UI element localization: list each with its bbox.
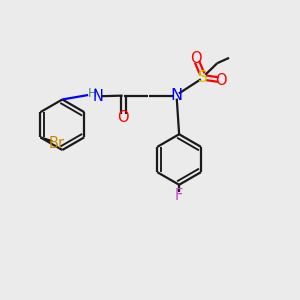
Text: F: F xyxy=(175,188,183,203)
Text: N: N xyxy=(171,88,183,103)
Text: O: O xyxy=(117,110,129,124)
Text: O: O xyxy=(215,73,227,88)
Text: N: N xyxy=(93,89,104,104)
Text: O: O xyxy=(190,51,202,66)
Text: S: S xyxy=(198,70,208,85)
Text: Br: Br xyxy=(49,136,65,151)
Text: H: H xyxy=(88,87,97,100)
